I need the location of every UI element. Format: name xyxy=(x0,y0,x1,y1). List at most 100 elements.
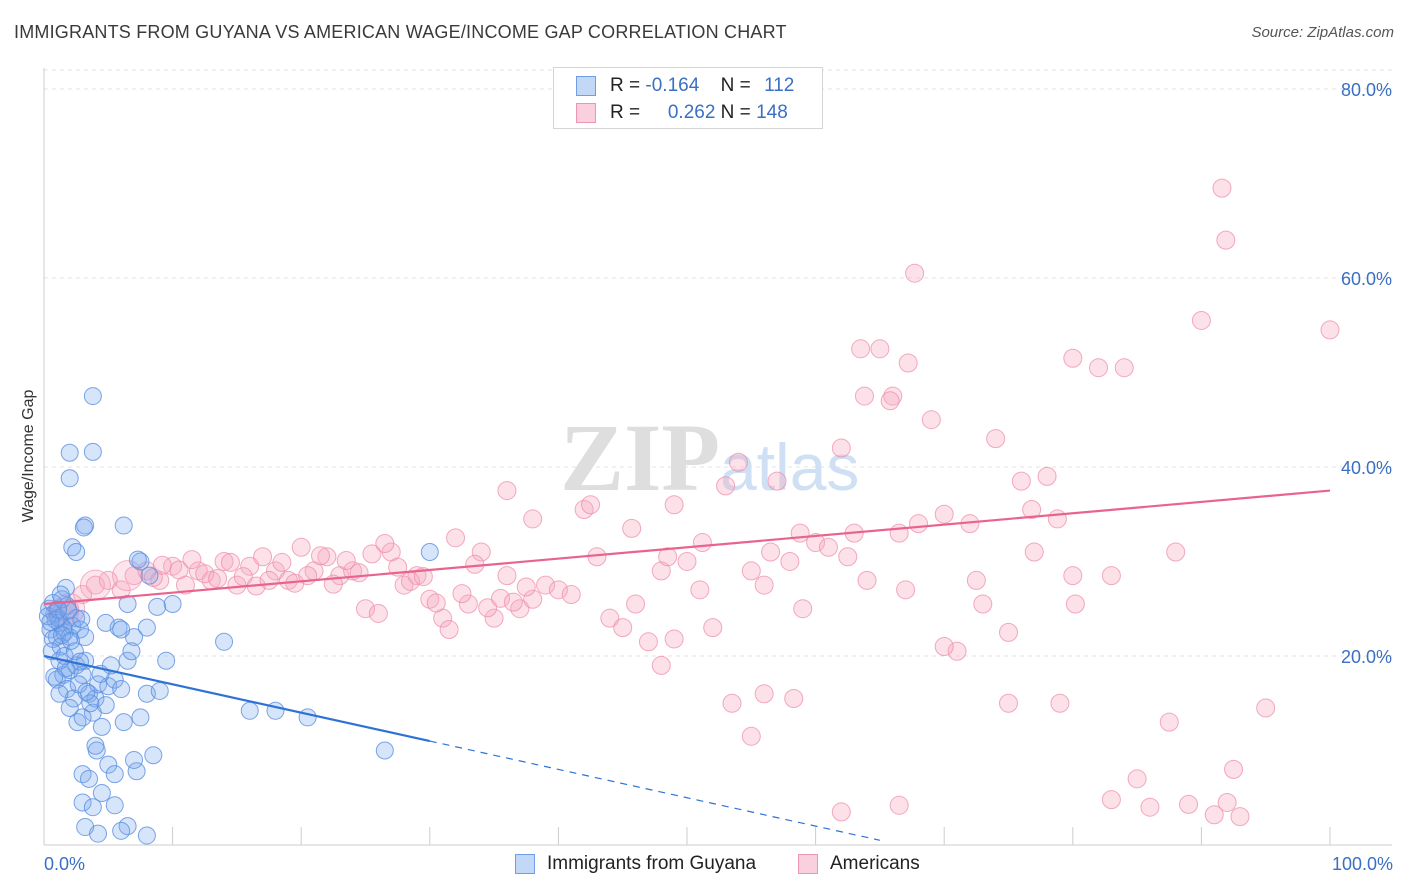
data-point-americans xyxy=(452,584,472,604)
data-point-americans xyxy=(761,542,781,562)
data-point-guyana xyxy=(157,651,176,670)
data-point-americans xyxy=(195,564,215,584)
bottom-legend-guyana: Immigrants from Guyana xyxy=(515,852,756,876)
chart-title: IMMIGRANTS FROM GUYANA VS AMERICAN WAGE/… xyxy=(14,22,787,42)
data-point-guyana xyxy=(49,600,68,619)
data-point-americans xyxy=(465,554,485,574)
data-point-guyana xyxy=(96,696,115,715)
data-point-americans xyxy=(728,452,748,472)
data-point-americans xyxy=(664,495,684,515)
data-point-guyana xyxy=(86,689,105,708)
data-point-guyana xyxy=(83,798,102,817)
data-point-americans xyxy=(497,481,517,501)
data-point-americans xyxy=(1063,566,1083,586)
data-point-guyana xyxy=(76,628,95,647)
data-point-americans xyxy=(1224,759,1244,779)
data-point-americans xyxy=(220,552,240,572)
data-point-guyana xyxy=(81,694,100,713)
data-point-guyana xyxy=(131,552,150,571)
data-point-guyana xyxy=(112,680,131,699)
watermark: ZIP atlas xyxy=(560,404,859,511)
data-point-americans xyxy=(336,551,356,571)
data-point-guyana xyxy=(298,708,317,727)
data-point-americans xyxy=(1166,542,1186,562)
data-point-guyana xyxy=(375,741,394,760)
data-point-americans xyxy=(413,567,433,587)
data-point-guyana xyxy=(67,543,86,562)
trend-line-americans xyxy=(43,489,1331,606)
data-point-americans xyxy=(458,594,478,614)
data-point-americans xyxy=(857,570,877,590)
data-point-americans xyxy=(767,471,787,491)
legend-r-label: R = xyxy=(610,102,641,123)
data-point-guyana xyxy=(215,632,234,651)
data-point-americans xyxy=(259,570,279,590)
data-point-americans xyxy=(1140,797,1160,817)
series-guyana-points xyxy=(38,387,439,845)
legend-box: R = -0.164 N = 112 R = 0.262 N = 148 xyxy=(553,67,823,129)
data-point-americans xyxy=(1050,693,1070,713)
data-point-americans xyxy=(503,592,523,612)
data-point-americans xyxy=(934,504,954,524)
data-point-guyana xyxy=(80,769,99,788)
data-point-americans xyxy=(1256,698,1276,718)
data-point-guyana xyxy=(73,765,92,784)
data-point-americans xyxy=(741,726,761,746)
y-axis-label: Wage/Income Gap xyxy=(20,389,37,523)
data-point-guyana xyxy=(60,443,79,462)
data-point-americans xyxy=(790,523,810,543)
data-point-guyana xyxy=(148,597,167,616)
y-tick-label: 20.0% xyxy=(1341,647,1392,667)
legend-r-value: 0.262 xyxy=(667,102,716,123)
data-point-americans xyxy=(754,575,774,595)
data-point-guyana xyxy=(68,713,87,732)
data-point-americans xyxy=(1230,807,1250,827)
data-point-guyana xyxy=(60,469,79,488)
data-point-americans xyxy=(1101,790,1121,810)
data-point-americans xyxy=(818,537,838,557)
legend-n-value: 148 xyxy=(756,102,788,123)
data-point-americans xyxy=(169,560,189,580)
data-point-guyana xyxy=(128,550,147,569)
legend-row-guyana: R = -0.164 N = 112 xyxy=(576,74,794,98)
source-label: Source: ZipAtlas.com xyxy=(1251,24,1394,41)
data-point-guyana xyxy=(73,665,92,684)
legend-r-value: -0.164 xyxy=(645,75,700,96)
data-point-guyana xyxy=(83,387,102,406)
legend-n-value: 112 xyxy=(764,75,795,96)
data-point-guyana xyxy=(240,701,259,720)
data-point-americans xyxy=(677,551,697,571)
y-tick-label: 60.0% xyxy=(1341,269,1392,289)
data-point-guyana xyxy=(122,642,141,661)
data-point-americans xyxy=(651,655,671,675)
data-point-americans xyxy=(420,589,440,609)
data-point-americans xyxy=(523,509,543,529)
data-point-americans xyxy=(253,547,273,567)
bottom-legend-swatch-pink xyxy=(798,854,818,874)
data-point-americans xyxy=(896,580,916,600)
legend-n-label: N = xyxy=(720,102,751,123)
data-point-americans xyxy=(1217,792,1237,812)
data-point-americans xyxy=(854,386,874,406)
data-point-americans xyxy=(491,588,511,608)
data-point-guyana xyxy=(99,755,118,774)
y-tick-label: 40.0% xyxy=(1341,458,1392,478)
data-point-americans xyxy=(484,608,504,628)
data-point-americans xyxy=(703,618,723,638)
data-point-americans xyxy=(439,620,459,640)
data-point-americans xyxy=(1191,310,1211,330)
data-point-americans xyxy=(622,518,642,538)
data-point-americans xyxy=(1204,805,1224,825)
data-point-guyana xyxy=(73,793,92,812)
watermark-zip: ZIP xyxy=(560,404,720,511)
data-point-americans xyxy=(1101,566,1121,586)
data-point-americans xyxy=(722,693,742,713)
data-point-americans xyxy=(1022,499,1042,519)
x-tick-label: 0.0% xyxy=(44,854,85,874)
data-point-guyana xyxy=(137,618,156,637)
data-point-americans xyxy=(561,585,581,605)
data-point-americans xyxy=(889,795,909,815)
data-point-americans xyxy=(536,575,556,595)
data-point-guyana xyxy=(89,824,108,843)
data-point-americans xyxy=(999,693,1018,713)
